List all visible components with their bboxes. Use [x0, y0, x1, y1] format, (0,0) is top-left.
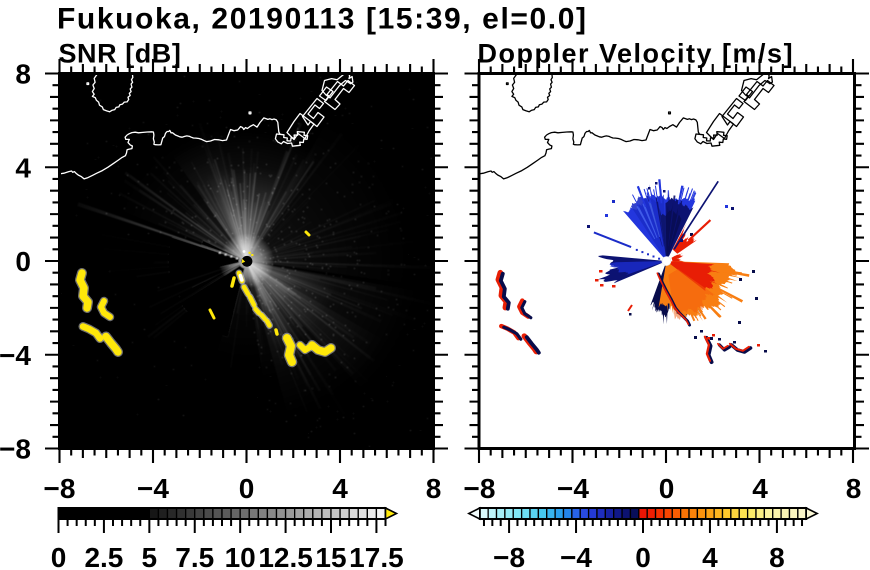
svg-text:4: 4 [332, 473, 348, 504]
svg-text:Doppler Velocity [m/s]: Doppler Velocity [m/s] [478, 39, 795, 69]
svg-text:0: 0 [51, 542, 67, 570]
svg-text:8: 8 [426, 473, 442, 504]
svg-text:−4: −4 [137, 473, 169, 504]
svg-text:10: 10 [225, 542, 256, 570]
svg-text:−8: −8 [0, 434, 31, 465]
svg-text:17.5: 17.5 [349, 542, 404, 570]
svg-text:Fukuoka, 20190113 [15:39, el=0: Fukuoka, 20190113 [15:39, el=0.0] [57, 3, 588, 36]
svg-text:−4: −4 [557, 473, 589, 504]
svg-text:4: 4 [752, 473, 768, 504]
svg-text:−4: −4 [0, 340, 31, 371]
svg-text:0: 0 [239, 473, 255, 504]
svg-text:15: 15 [315, 542, 346, 570]
svg-text:5: 5 [142, 542, 158, 570]
svg-text:−4: −4 [560, 542, 592, 570]
svg-text:0: 0 [635, 542, 651, 570]
svg-text:0: 0 [15, 246, 31, 277]
svg-text:8: 8 [769, 542, 785, 570]
svg-text:12.5: 12.5 [258, 542, 313, 570]
svg-text:4: 4 [702, 542, 718, 570]
svg-text:8: 8 [15, 59, 31, 90]
svg-text:0: 0 [659, 473, 675, 504]
svg-text:SNR [dB]: SNR [dB] [59, 39, 182, 69]
svg-text:4: 4 [15, 152, 31, 183]
svg-text:−8: −8 [464, 473, 496, 504]
svg-text:−8: −8 [44, 473, 76, 504]
svg-text:−8: −8 [493, 542, 525, 570]
svg-text:8: 8 [846, 473, 862, 504]
svg-text:7.5: 7.5 [175, 542, 214, 570]
svg-text:2.5: 2.5 [84, 542, 123, 570]
